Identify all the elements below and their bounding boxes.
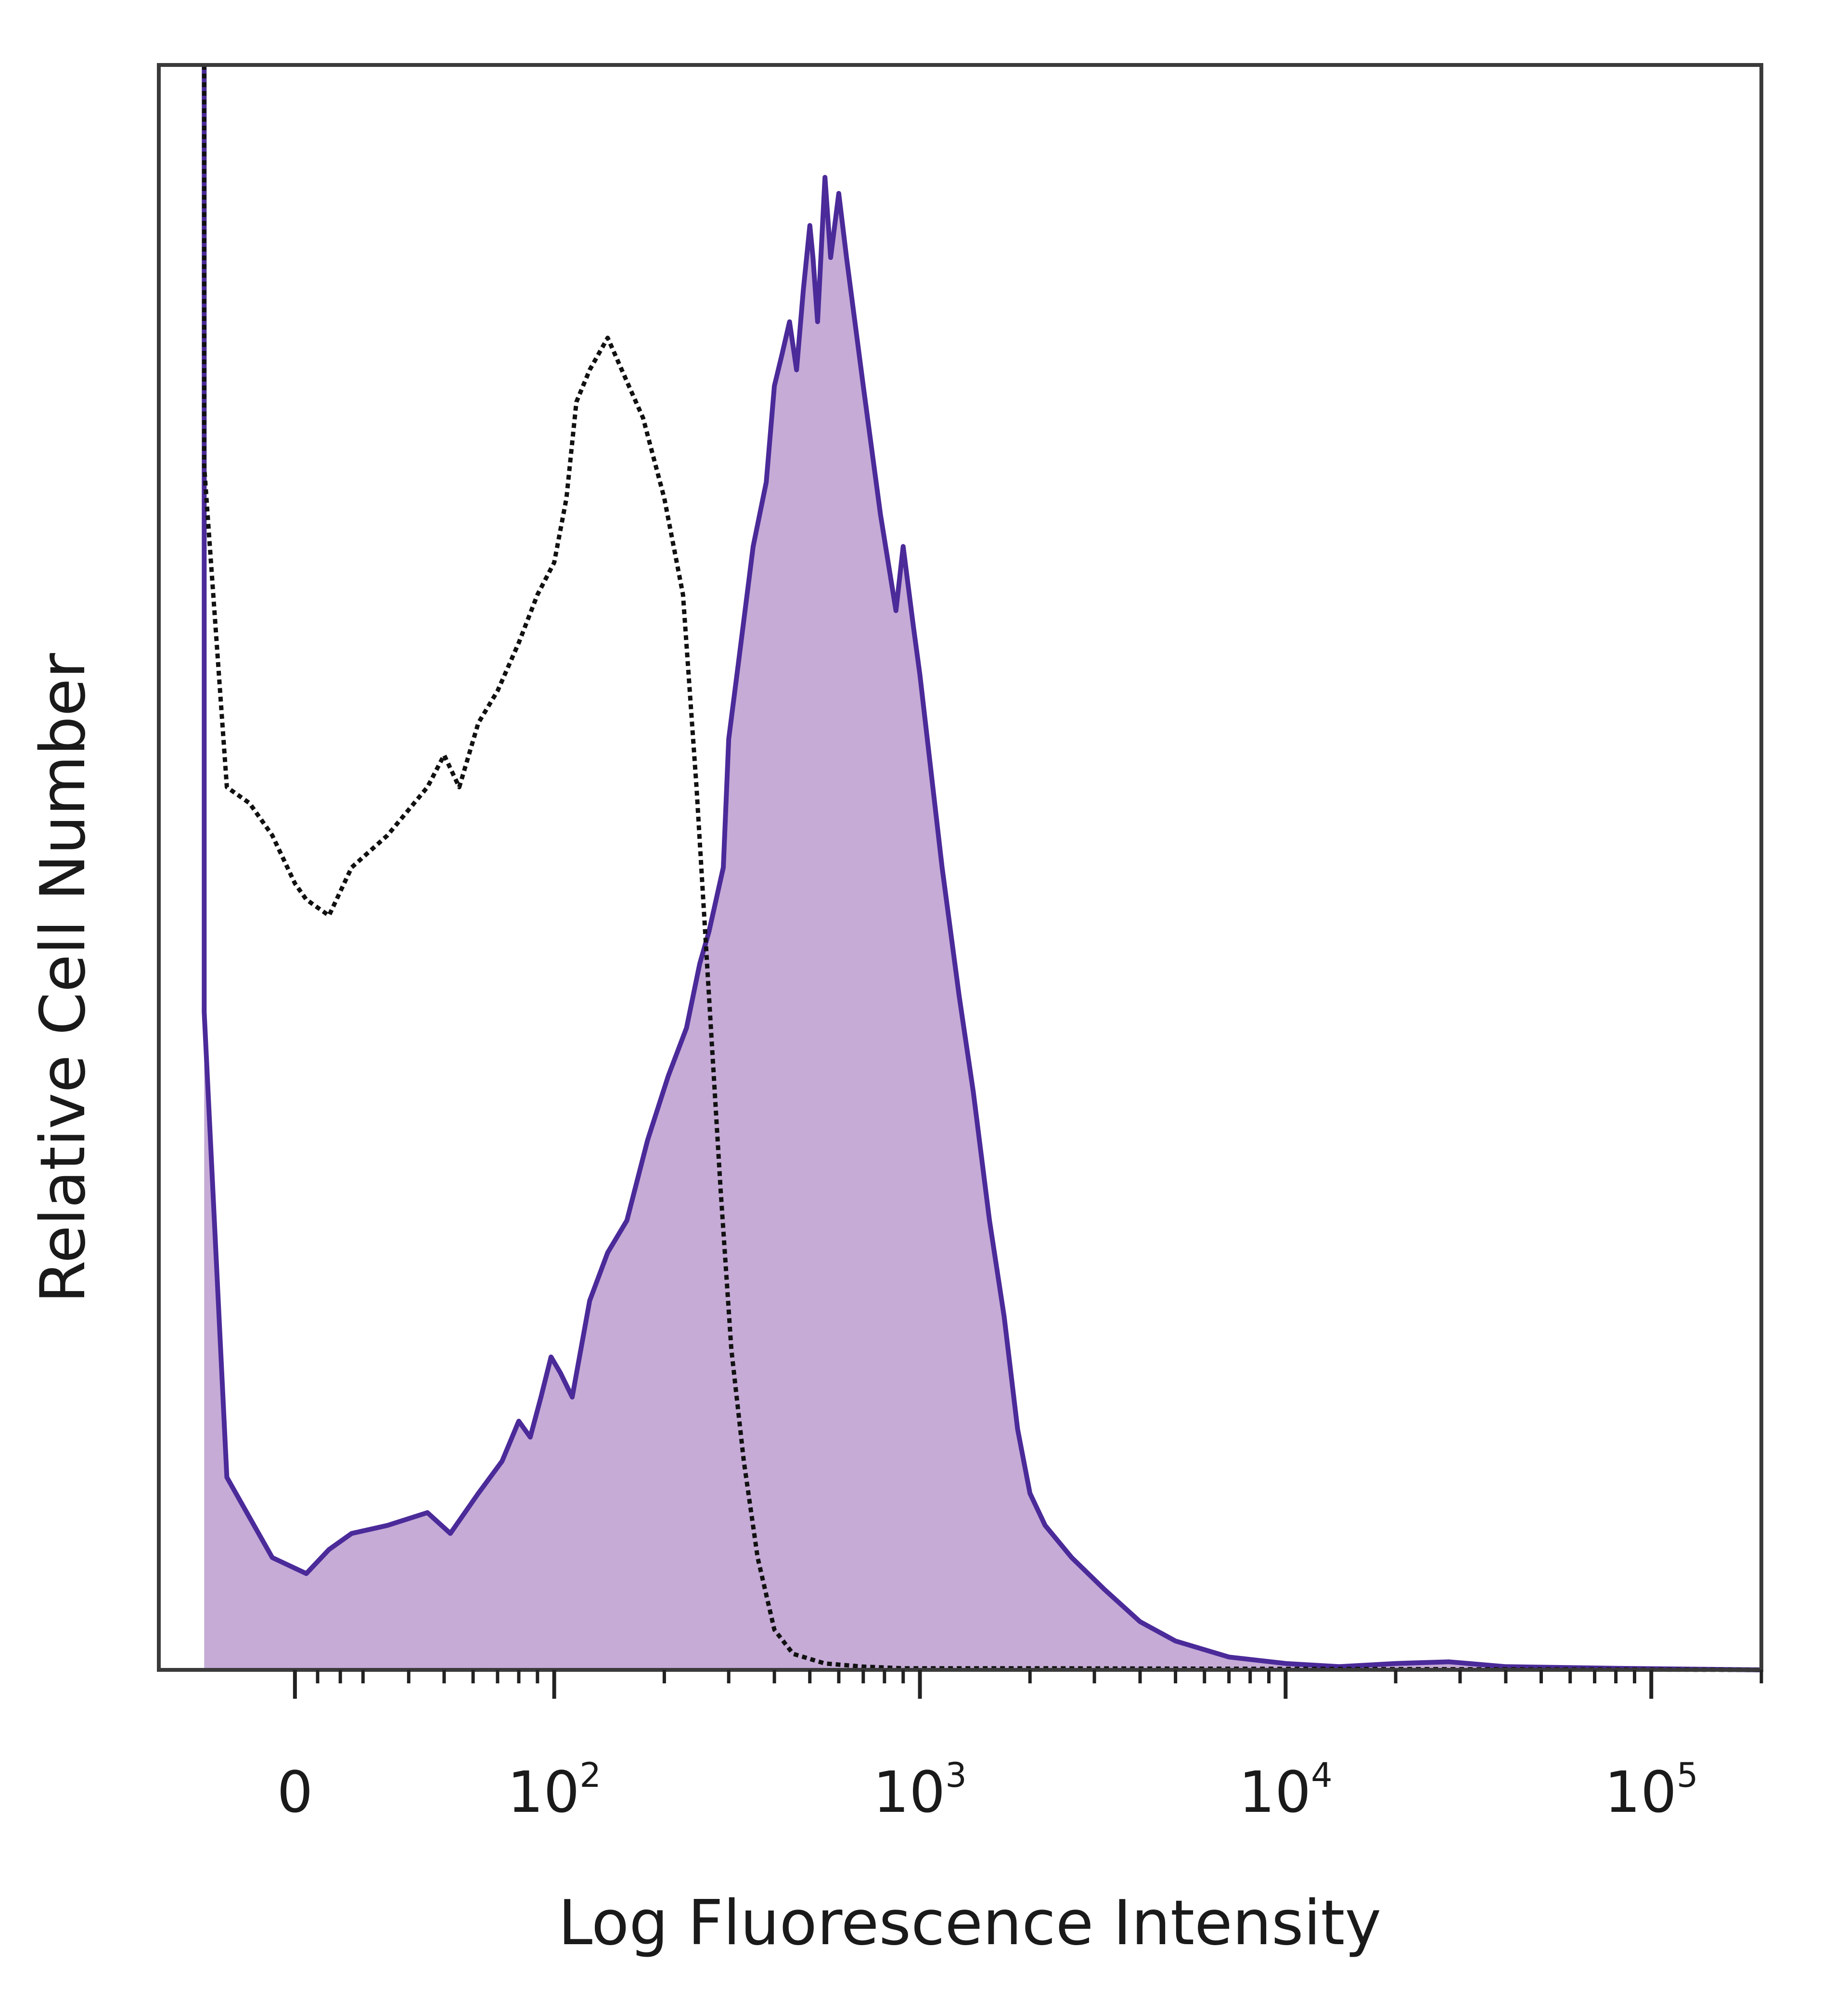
y-axis-title: Relative Cell Number xyxy=(27,653,99,1303)
x-axis-title: Log Fluorescence Intensity xyxy=(558,1887,1381,1959)
plot-area xyxy=(157,63,1763,1672)
x-tick-label: 103 xyxy=(873,1756,967,1825)
x-axis: 0 102 103 104 105 xyxy=(277,1670,1763,1825)
series-layer xyxy=(202,65,1762,1672)
x-tick-label: 105 xyxy=(1604,1756,1698,1825)
x-tick-label: 104 xyxy=(1239,1756,1333,1825)
series-1-line xyxy=(202,65,1762,1672)
series-1-area xyxy=(204,65,1761,1670)
series-2-line xyxy=(202,65,1762,1672)
x-tick-label: 0 xyxy=(277,1759,313,1825)
plot-frame xyxy=(157,63,1763,1672)
x-tick-label: 102 xyxy=(507,1756,601,1825)
